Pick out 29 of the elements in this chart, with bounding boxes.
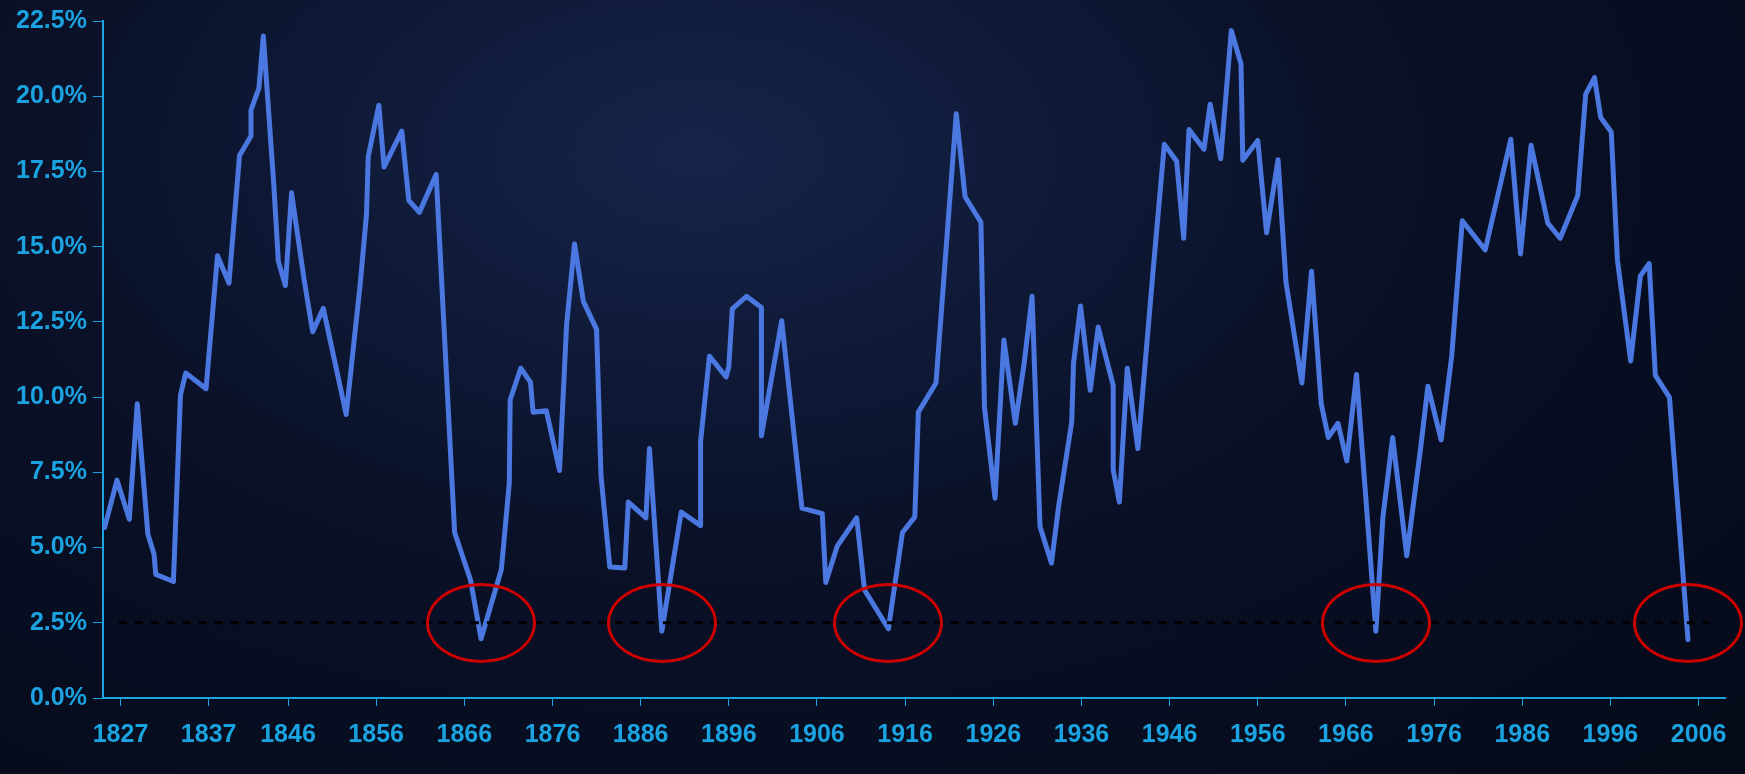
x-tick-label: 1886 <box>612 718 669 747</box>
y-tick-label: 20.0% <box>16 80 87 109</box>
x-tick-label: 1956 <box>1229 718 1286 747</box>
x-tick-label: 2006 <box>1670 718 1727 747</box>
y-tick-label: 15.0% <box>16 230 87 259</box>
x-tick-label: 1986 <box>1494 718 1551 747</box>
x-tick-label: 1876 <box>524 718 581 747</box>
x-tick-label: 1946 <box>1141 718 1198 747</box>
x-tick-label: 1856 <box>348 718 404 747</box>
y-tick-label: 17.5% <box>16 155 87 184</box>
x-tick-label: 1926 <box>965 718 1022 747</box>
y-tick-label: 5.0% <box>29 531 87 560</box>
y-tick-label: 12.5% <box>16 305 87 334</box>
x-tick-label: 1846 <box>260 718 316 747</box>
x-tick-label: 1916 <box>877 718 933 747</box>
y-tick-label: 2.5% <box>29 606 87 635</box>
x-tick-label: 1966 <box>1318 718 1374 747</box>
x-tick-label: 1996 <box>1582 718 1639 747</box>
y-tick-label: 7.5% <box>29 456 87 485</box>
x-tick-label: 1866 <box>436 718 493 747</box>
x-tick-label: 1976 <box>1406 718 1462 747</box>
x-tick-label: 1906 <box>789 718 845 747</box>
x-tick-label: 1896 <box>701 718 757 747</box>
x-tick-label: 1936 <box>1053 718 1110 747</box>
y-tick-label: 22.5% <box>16 4 87 33</box>
x-tick-label: 1827 <box>92 718 149 747</box>
x-tick-label: 1837 <box>180 718 237 747</box>
y-tick-label: 0.0% <box>29 681 87 710</box>
y-tick-label: 10.0% <box>16 381 87 409</box>
